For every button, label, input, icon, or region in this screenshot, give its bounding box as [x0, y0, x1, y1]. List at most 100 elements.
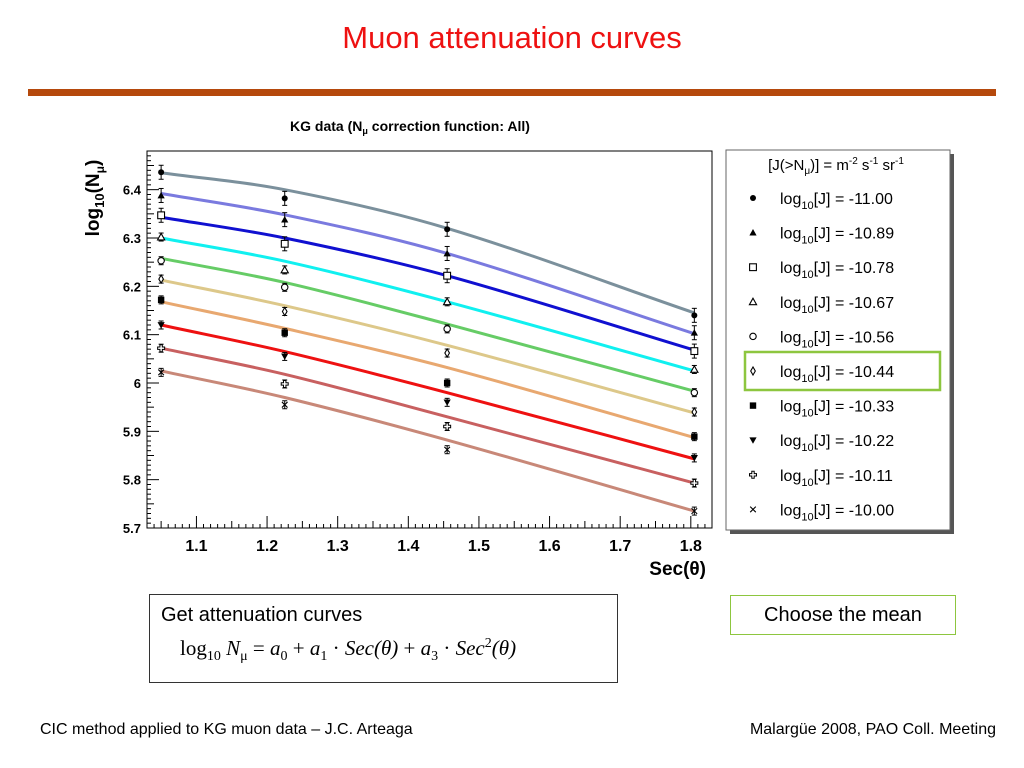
data-point	[689, 364, 699, 373]
series-line	[160, 346, 695, 485]
data-point	[444, 347, 451, 359]
formula-a3-sub: 3	[431, 649, 439, 665]
series-line	[160, 323, 695, 461]
attenuation-chart: KG data (Nμ correction function: All) 1.…	[83, 118, 954, 580]
data-point	[281, 216, 289, 223]
y-tick-label: 5.7	[123, 521, 141, 536]
data-point	[157, 191, 165, 199]
y-tick-label: 6.3	[123, 231, 141, 246]
data-point	[690, 329, 698, 336]
legend-label: log10[J] = -10.78	[780, 260, 894, 281]
x-tick-label: 1.3	[327, 538, 349, 555]
data-point	[443, 249, 451, 257]
legend-label: log10[J] = -10.89	[780, 226, 894, 247]
x-tick-label: 1.2	[256, 538, 278, 555]
legend-marker	[749, 332, 757, 341]
data-point	[280, 379, 289, 388]
formula-log-base: 10	[206, 649, 221, 665]
formula-sec2-sup: 2	[484, 636, 492, 651]
legend-label: log10[J] = -10.22	[780, 433, 894, 454]
legend-box	[725, 149, 951, 531]
formula-a3: a	[420, 636, 432, 660]
data-point	[691, 433, 698, 440]
data-point	[158, 273, 165, 285]
data-point	[280, 265, 290, 274]
data-point	[280, 283, 289, 292]
data-point	[690, 455, 698, 462]
data-point	[157, 369, 165, 376]
formula-sec2-arg: (θ)	[491, 636, 517, 660]
data-point	[443, 379, 451, 387]
y-tick-label: 5.9	[123, 424, 141, 439]
formula-sec2: Sec	[455, 636, 485, 660]
series-line	[160, 236, 695, 373]
series-points	[156, 164, 699, 516]
data-point	[157, 256, 165, 265]
data-point	[443, 446, 451, 453]
series-lines	[160, 171, 695, 513]
data-point	[443, 271, 452, 280]
y-tick-label: 5.8	[123, 473, 141, 488]
x-tick-label: 1.7	[609, 538, 631, 555]
formula-heading: Get attenuation curves	[161, 604, 363, 626]
formula-a0: a	[269, 636, 281, 660]
data-point	[691, 507, 698, 515]
data-point	[443, 399, 451, 406]
legend: [J(>Nμ)] = m-2 s-1 sr-1 log10[J] = -11.00…	[725, 149, 954, 534]
data-point	[444, 226, 451, 233]
formula-equation: log10 Nμ = a0 + a1 · Sec(θ) + a3 · Sec2(…	[180, 636, 517, 665]
y-axis: 5.7 5.8 5.9 6 6.1 6.2 6.3 6.4	[123, 150, 159, 536]
data-point	[443, 325, 451, 333]
legend-label: log10[J] = -10.56	[780, 329, 894, 350]
legend-label: log10[J] = -11.00	[780, 191, 893, 212]
series-line	[160, 300, 695, 440]
y-tick-label: 6.1	[123, 328, 141, 343]
x-axis: 1.1 1.2 1.3 1.4 1.5 1.6 1.7 1.8	[146, 516, 706, 555]
data-point	[158, 169, 165, 176]
x-axis-label: Sec(θ)	[649, 559, 706, 580]
formula-a1: a	[309, 636, 321, 660]
x-tick-label: 1.6	[538, 538, 560, 555]
data-point	[157, 296, 165, 304]
formula-var-sub: μ	[240, 649, 248, 665]
legend-marker	[749, 229, 757, 236]
formula-log: log	[180, 636, 207, 660]
x-tick-label: 1.4	[397, 538, 419, 555]
legend-label: log10[J] = -10.67	[780, 295, 894, 316]
data-point	[280, 239, 289, 248]
data-point	[281, 353, 289, 361]
data-point	[281, 401, 288, 408]
x-tick-label: 1.1	[185, 538, 207, 555]
data-point	[157, 211, 166, 220]
legend-marker	[748, 297, 758, 306]
legend-marker	[749, 470, 757, 479]
data-point	[691, 312, 698, 319]
legend-marker	[749, 402, 757, 409]
series-line	[160, 171, 695, 315]
series-line	[160, 369, 695, 513]
data-point	[690, 388, 699, 397]
data-point	[443, 422, 452, 431]
data-point	[690, 479, 699, 488]
series-line	[160, 215, 695, 352]
choose-mean-note: Choose the mean	[730, 595, 956, 635]
series-line	[160, 278, 695, 415]
y-axis-label: log10(Nμ)	[83, 160, 107, 237]
formula-sec1: Sec(θ)	[344, 636, 399, 660]
legend-label: log10[J] = -10.11	[780, 468, 893, 489]
y-tick-label: 6.2	[123, 279, 141, 294]
data-point	[691, 406, 698, 418]
x-tick-label: 1.8	[680, 538, 702, 555]
legend-marker	[749, 506, 757, 513]
legend-marker	[749, 263, 757, 272]
title-divider	[28, 89, 996, 96]
highlight-box	[743, 350, 942, 392]
legend-label: log10[J] = -10.33	[780, 399, 894, 420]
data-point	[690, 347, 699, 356]
formula-a1-sub: 1	[320, 649, 328, 665]
x-tick-label: 1.5	[468, 538, 490, 555]
series-line	[160, 256, 695, 393]
y-tick-label: 6.4	[123, 183, 142, 198]
data-point	[157, 322, 165, 329]
legend-label: log10[J] = -10.44	[780, 364, 894, 385]
